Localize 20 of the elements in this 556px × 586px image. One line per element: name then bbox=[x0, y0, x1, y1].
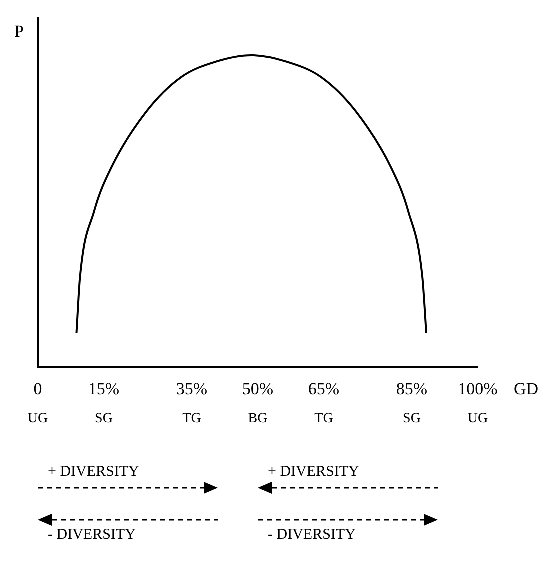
x-tick-label: 35% bbox=[176, 379, 208, 398]
text: TG bbox=[314, 411, 334, 426]
text: + DIVERSITY bbox=[268, 464, 360, 481]
x-tick-label: 50% bbox=[242, 379, 274, 398]
x-tick-label: 65% bbox=[308, 379, 340, 398]
text: BG bbox=[248, 411, 268, 426]
x-tick-label: 15% bbox=[88, 379, 120, 398]
text: UG bbox=[28, 411, 48, 426]
y-axis-title: P bbox=[14, 22, 24, 41]
x-tick-label: 0 bbox=[34, 379, 42, 398]
text: TG bbox=[182, 411, 202, 426]
x-axis-title: GD bbox=[514, 380, 539, 399]
x-tick-label: 100% bbox=[458, 379, 498, 398]
text: + DIVERSITY bbox=[48, 464, 140, 481]
text: - DIVERSITY bbox=[48, 527, 136, 544]
text: - DIVERSITY bbox=[268, 527, 356, 544]
text: SG bbox=[403, 411, 421, 426]
text: UG bbox=[468, 411, 488, 426]
text: SG bbox=[95, 411, 113, 426]
x-tick-label: 85% bbox=[396, 379, 428, 398]
